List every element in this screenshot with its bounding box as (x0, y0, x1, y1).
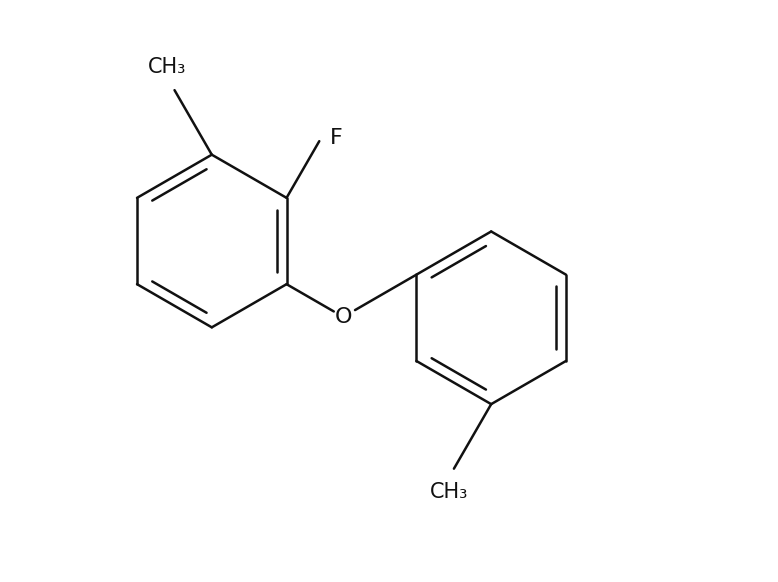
Text: CH₃: CH₃ (148, 56, 187, 76)
Text: O: O (335, 307, 352, 327)
Text: CH₃: CH₃ (430, 482, 468, 502)
Text: F: F (330, 127, 343, 148)
